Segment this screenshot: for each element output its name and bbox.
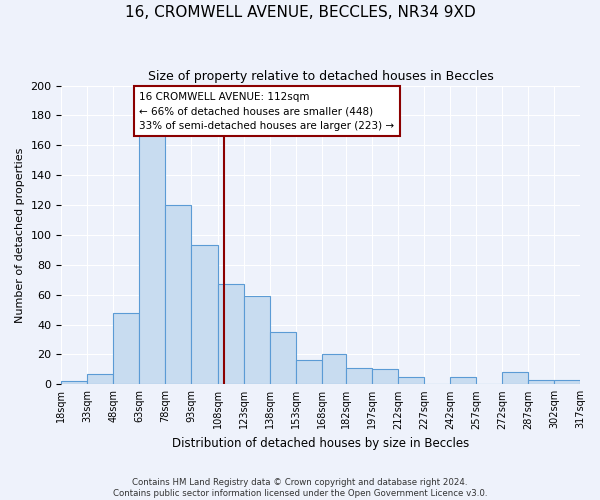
- Bar: [372, 370, 398, 384]
- Bar: [296, 360, 322, 384]
- Bar: [139, 135, 166, 384]
- Bar: [88, 374, 113, 384]
- X-axis label: Distribution of detached houses by size in Beccles: Distribution of detached houses by size …: [172, 437, 469, 450]
- Bar: [244, 296, 269, 384]
- Bar: [528, 380, 554, 384]
- Bar: [218, 284, 244, 384]
- Bar: [166, 205, 191, 384]
- Bar: [113, 312, 139, 384]
- Bar: [191, 246, 218, 384]
- Bar: [322, 354, 346, 384]
- Bar: [398, 377, 424, 384]
- Title: Size of property relative to detached houses in Beccles: Size of property relative to detached ho…: [148, 70, 494, 83]
- Y-axis label: Number of detached properties: Number of detached properties: [15, 147, 25, 322]
- Bar: [450, 377, 476, 384]
- Bar: [554, 380, 580, 384]
- Text: Contains HM Land Registry data © Crown copyright and database right 2024.
Contai: Contains HM Land Registry data © Crown c…: [113, 478, 487, 498]
- Bar: [61, 382, 88, 384]
- Bar: [346, 368, 372, 384]
- Bar: [269, 332, 296, 384]
- Text: 16, CROMWELL AVENUE, BECCLES, NR34 9XD: 16, CROMWELL AVENUE, BECCLES, NR34 9XD: [125, 5, 475, 20]
- Text: 16 CROMWELL AVENUE: 112sqm
← 66% of detached houses are smaller (448)
33% of sem: 16 CROMWELL AVENUE: 112sqm ← 66% of deta…: [139, 92, 395, 131]
- Bar: [502, 372, 528, 384]
